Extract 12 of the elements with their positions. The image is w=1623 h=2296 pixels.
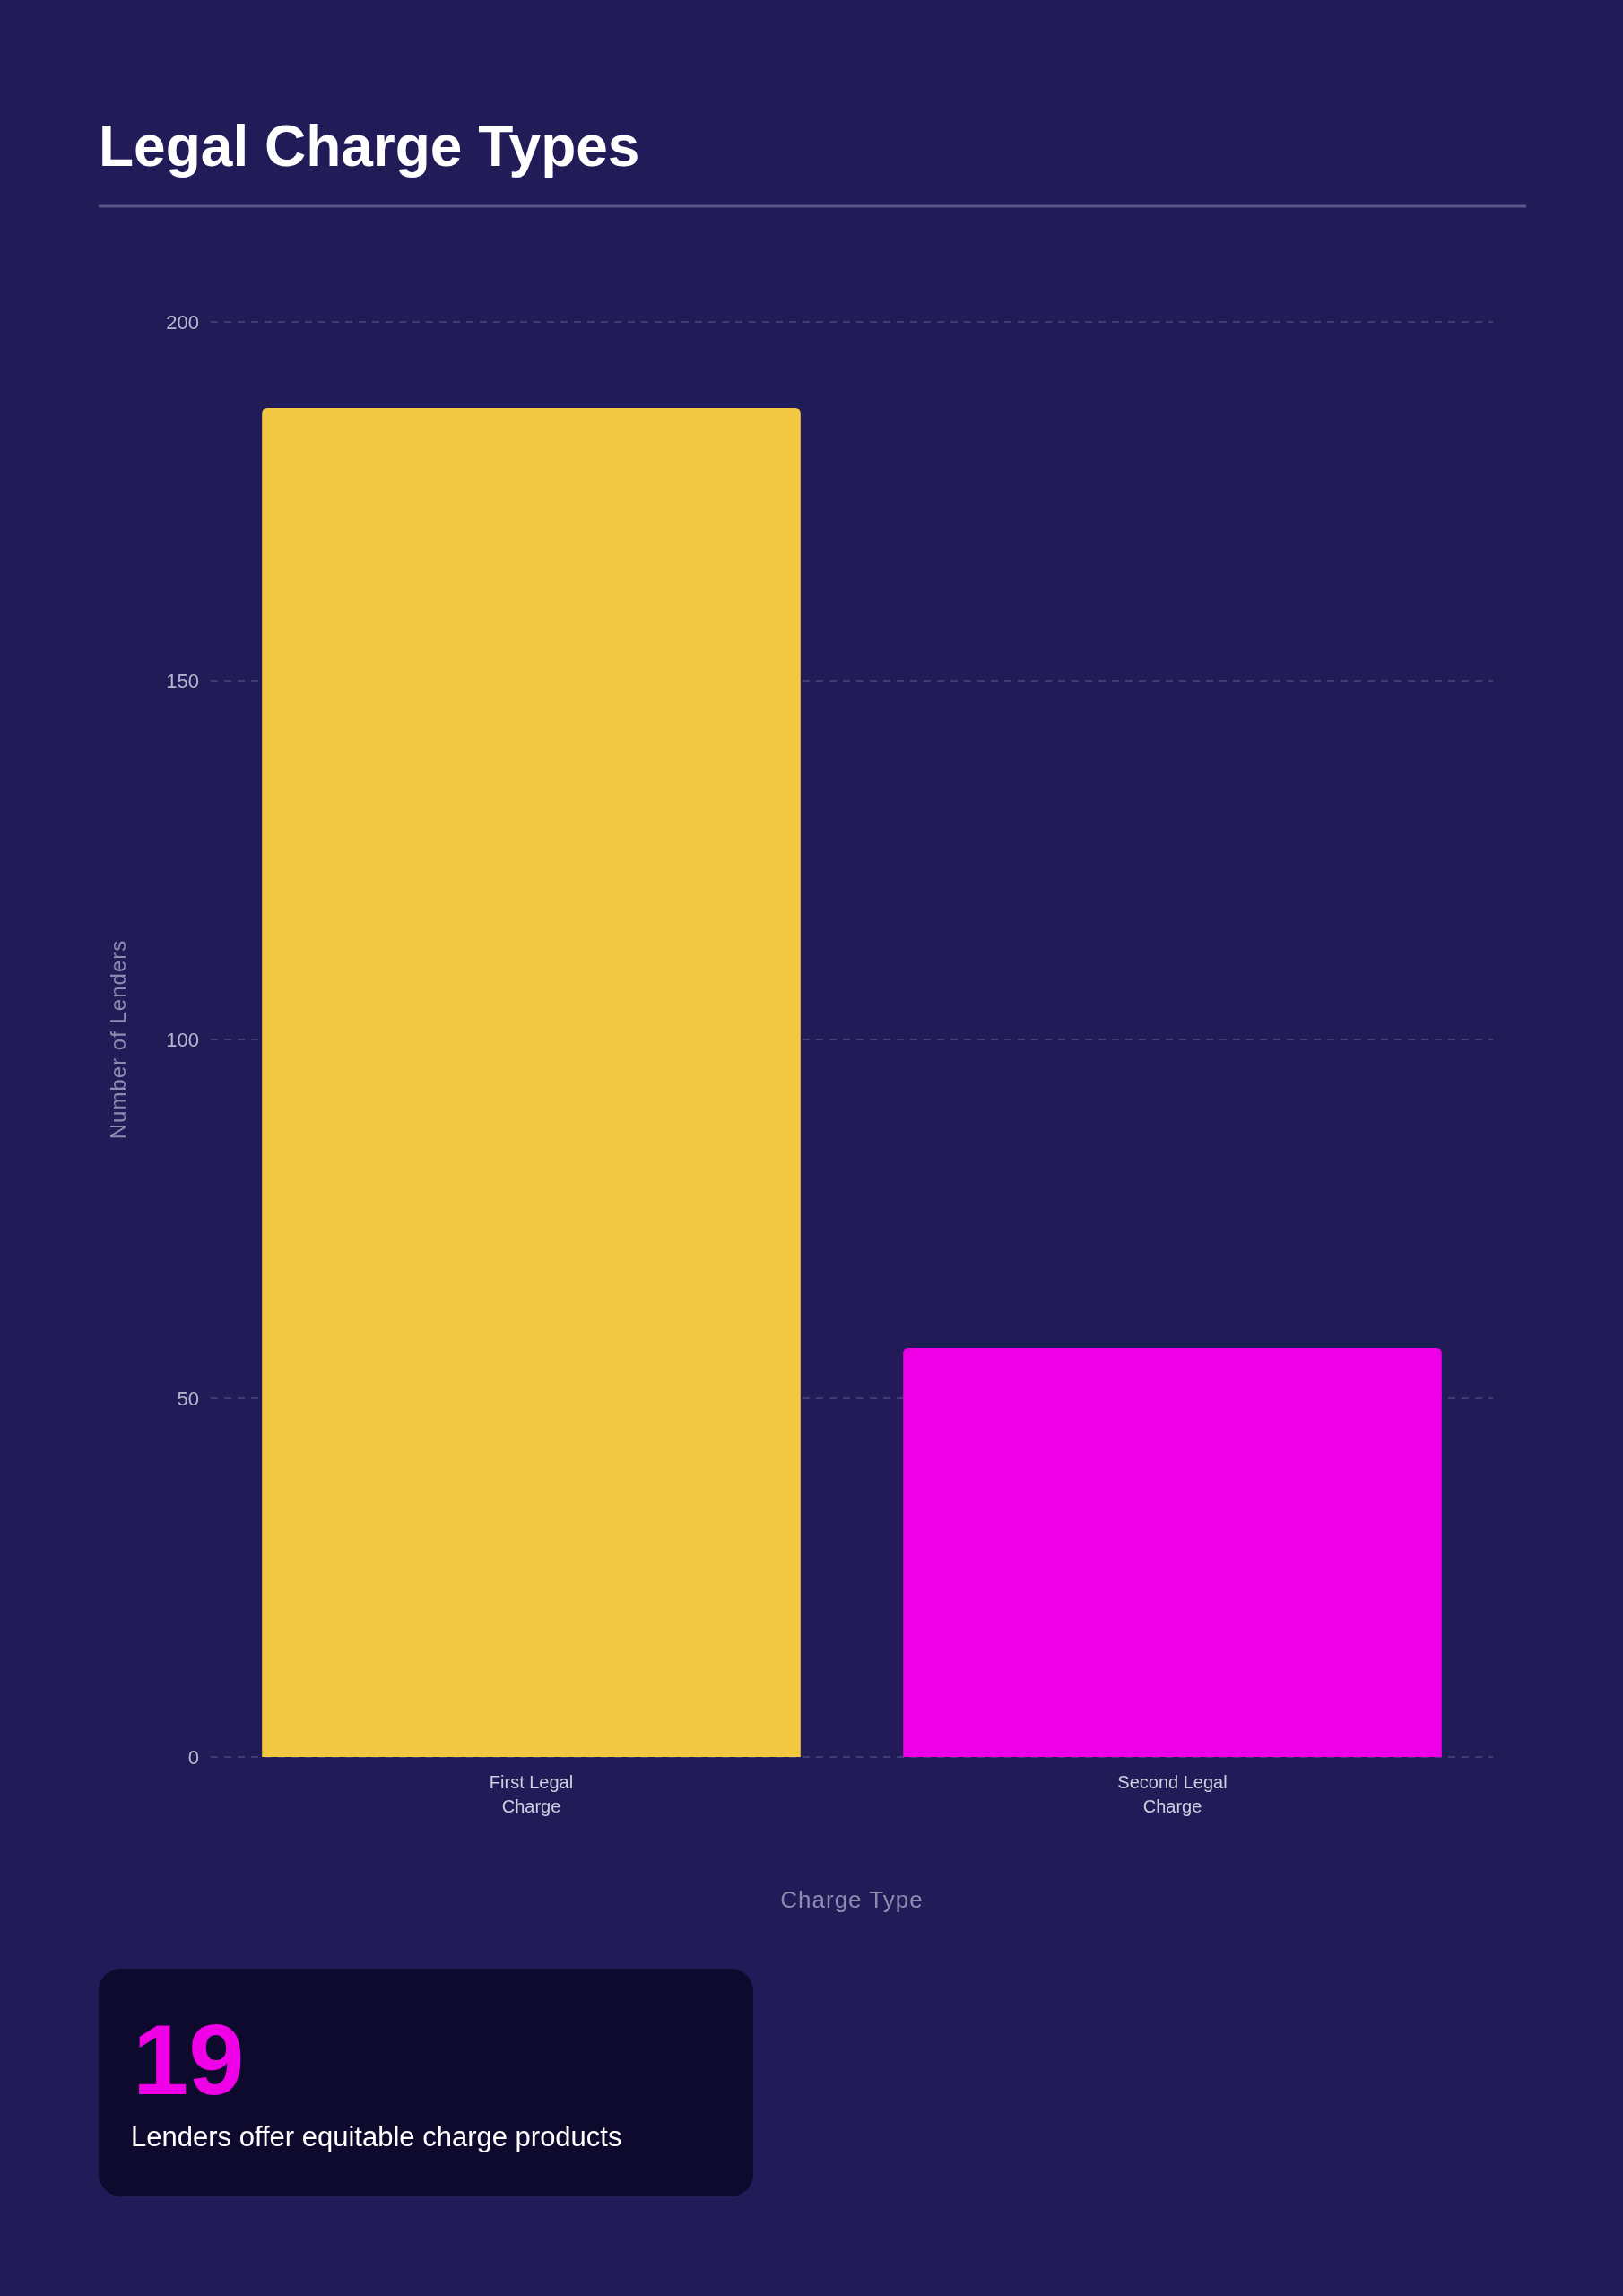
y-tick-label: 50 bbox=[177, 1387, 199, 1410]
y-tick-label: 200 bbox=[166, 310, 199, 334]
x-axis-title: Charge Type bbox=[780, 1886, 924, 1913]
y-tick-label: 100 bbox=[166, 1028, 199, 1051]
text: Lenders offer equitable charge products bbox=[131, 2121, 622, 2152]
text: 19 bbox=[133, 2004, 245, 2116]
chart-title: Legal Charge Types bbox=[99, 114, 640, 178]
x-tick-label: Second Legal Charge bbox=[1117, 1772, 1228, 1816]
y-axis-title: Number of Lenders bbox=[106, 939, 130, 1140]
x-tick-label: First Legal Charge bbox=[489, 1772, 574, 1816]
y-tick-label: 0 bbox=[187, 1745, 199, 1769]
y-tick-label: 150 bbox=[166, 669, 199, 692]
